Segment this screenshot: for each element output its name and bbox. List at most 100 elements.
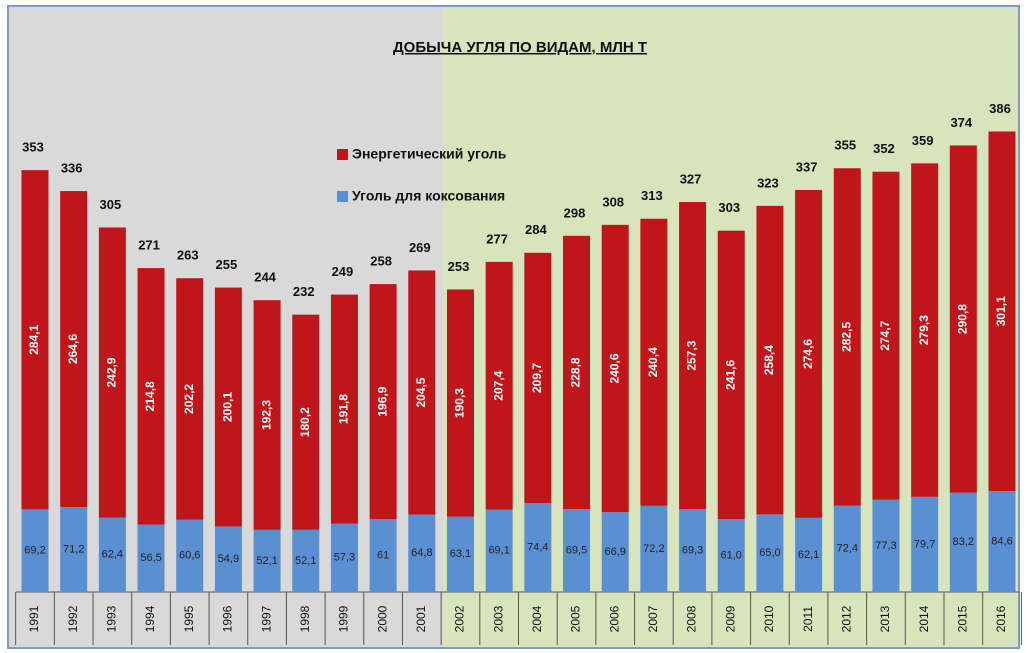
total-label: 298 bbox=[564, 205, 586, 220]
legend-label: Уголь для коксования bbox=[352, 188, 505, 204]
total-label: 327 bbox=[680, 171, 702, 186]
value-label: 209,7 bbox=[530, 363, 544, 393]
value-label: 69,1 bbox=[488, 545, 509, 557]
value-label: 290,8 bbox=[955, 304, 969, 334]
total-label: 244 bbox=[254, 270, 276, 285]
bar-segment bbox=[176, 278, 204, 520]
value-label: 180,2 bbox=[298, 407, 312, 437]
value-label: 72,2 bbox=[643, 543, 664, 555]
total-label: 337 bbox=[796, 159, 818, 174]
value-label: 274,7 bbox=[878, 320, 892, 350]
x-tick-label: 1994 bbox=[143, 605, 157, 632]
total-label: 323 bbox=[757, 175, 779, 190]
x-tick-label: 2005 bbox=[569, 605, 583, 632]
bar-segment bbox=[833, 168, 861, 506]
bar-segment bbox=[795, 189, 823, 518]
value-label: 71,2 bbox=[63, 543, 84, 555]
x-tick-label: 2007 bbox=[646, 605, 660, 632]
value-label: 57,3 bbox=[334, 552, 355, 564]
legend-swatch bbox=[337, 149, 348, 160]
total-label: 303 bbox=[718, 200, 740, 215]
bar-segment bbox=[485, 261, 513, 510]
bar-segment bbox=[292, 529, 320, 592]
bar-segment bbox=[717, 519, 745, 592]
bar-segment bbox=[369, 519, 397, 592]
x-tick-label: 2010 bbox=[762, 605, 776, 632]
value-label: 214,8 bbox=[143, 381, 157, 411]
bar-segment bbox=[872, 499, 900, 592]
value-label: 69,2 bbox=[24, 545, 45, 557]
x-tick-label: 1995 bbox=[182, 605, 196, 632]
x-tick-label: 1992 bbox=[66, 605, 80, 632]
x-tick-label: 2011 bbox=[801, 606, 815, 632]
bar-segment bbox=[563, 509, 591, 592]
bar-segment bbox=[60, 191, 88, 507]
value-label: 84,6 bbox=[991, 535, 1012, 547]
bar-segment bbox=[872, 171, 900, 500]
legend-label: Энергетический уголь bbox=[352, 146, 507, 162]
bar-segment bbox=[756, 514, 784, 592]
bar-segment bbox=[949, 492, 977, 592]
bar-segment bbox=[98, 517, 126, 592]
value-label: 264,6 bbox=[66, 334, 80, 364]
value-label: 241,6 bbox=[723, 360, 737, 390]
bar-segment bbox=[563, 235, 591, 510]
value-label: 63,1 bbox=[450, 548, 471, 560]
total-label: 305 bbox=[100, 197, 122, 212]
bar-segment bbox=[485, 509, 513, 592]
total-label: 258 bbox=[370, 254, 392, 269]
value-label: 207,4 bbox=[491, 370, 505, 400]
x-tick-label: 1996 bbox=[221, 605, 235, 632]
value-label: 192,3 bbox=[259, 400, 273, 430]
value-label: 74,4 bbox=[527, 541, 548, 553]
value-label: 60,6 bbox=[179, 550, 200, 562]
bar-segment bbox=[330, 523, 358, 592]
bar-segment bbox=[911, 163, 939, 497]
total-label: 313 bbox=[641, 188, 663, 203]
bar-segment bbox=[253, 529, 281, 592]
frame bbox=[7, 5, 1020, 649]
value-label: 242,9 bbox=[105, 357, 119, 387]
total-label: 269 bbox=[409, 240, 431, 255]
chart-title: ДОБЫЧА УГЛЯ ПО ВИДАМ, МЛН Т bbox=[393, 39, 647, 56]
bar-segment bbox=[21, 509, 49, 592]
value-label: 72,4 bbox=[837, 543, 858, 555]
value-label: 69,5 bbox=[566, 544, 587, 556]
bar-segment bbox=[833, 505, 861, 592]
value-label: 61 bbox=[377, 549, 389, 561]
x-tick-label: 2006 bbox=[607, 605, 621, 632]
total-label: 359 bbox=[912, 133, 934, 148]
bar-segment bbox=[524, 252, 552, 504]
value-label: 274,6 bbox=[801, 339, 815, 369]
x-tick-label: 2009 bbox=[723, 605, 737, 632]
bar-segment bbox=[988, 490, 1016, 592]
x-tick-label: 2004 bbox=[530, 605, 544, 632]
bar-segment bbox=[679, 202, 707, 510]
bar-segment bbox=[795, 517, 823, 592]
value-label: 240,6 bbox=[607, 353, 621, 383]
x-tick-label: 1998 bbox=[298, 605, 312, 632]
bar-segment bbox=[330, 294, 358, 524]
value-label: 190,3 bbox=[453, 388, 467, 418]
total-label: 253 bbox=[448, 259, 470, 274]
total-label: 355 bbox=[834, 138, 856, 153]
value-label: 240,4 bbox=[646, 347, 660, 377]
x-tick-label: 2016 bbox=[994, 605, 1008, 632]
bar-segment bbox=[408, 514, 436, 592]
bar-segment bbox=[601, 224, 629, 513]
bar-segment bbox=[98, 227, 126, 518]
value-label: 62,4 bbox=[102, 549, 123, 561]
bar-segment bbox=[369, 284, 397, 520]
total-label: 284 bbox=[525, 222, 547, 237]
bar-segment bbox=[214, 287, 242, 527]
bar-segment bbox=[949, 145, 977, 493]
value-label: 62,1 bbox=[798, 549, 819, 561]
value-label: 66,9 bbox=[604, 546, 625, 558]
total-label: 352 bbox=[873, 141, 895, 156]
bar-segment bbox=[60, 506, 88, 592]
x-tick-label: 2003 bbox=[491, 605, 505, 632]
bar-segment bbox=[640, 218, 668, 506]
bar-segment bbox=[137, 268, 165, 525]
total-label: 249 bbox=[332, 264, 354, 279]
